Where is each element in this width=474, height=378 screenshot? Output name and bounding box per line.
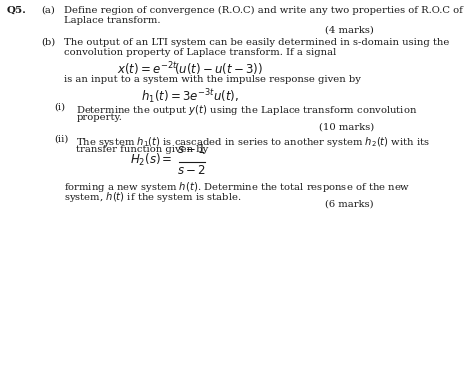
Text: Q5.: Q5. [7,6,26,15]
Text: (i): (i) [55,103,66,112]
Text: forming a new system $h(t)$. Determine the total response of the new: forming a new system $h(t)$. Determine t… [64,180,410,194]
Text: convolution property of Laplace transform. If a signal: convolution property of Laplace transfor… [64,48,337,57]
Text: $H_2(s) =$: $H_2(s) =$ [130,152,173,168]
Text: The output of an LTI system can be easily determined in s-domain using the: The output of an LTI system can be easil… [64,38,450,47]
Text: (b): (b) [42,38,56,47]
Text: $s - 2$: $s - 2$ [177,164,206,177]
Text: (10 marks): (10 marks) [319,123,374,132]
Text: $x(t) = e^{-2t}\!\left(u(t) - u(t-3)\right)$: $x(t) = e^{-2t}\!\left(u(t) - u(t-3)\rig… [117,60,263,77]
Text: (a): (a) [42,6,55,15]
Text: is an input to a system with the impulse response given by: is an input to a system with the impulse… [64,75,361,84]
Text: (6 marks): (6 marks) [326,200,374,209]
Text: Determine the output $y(t)$ using the Laplace transform convolution: Determine the output $y(t)$ using the La… [76,103,418,117]
Text: Define region of convergence (R.O.C) and write any two properties of R.O.C of: Define region of convergence (R.O.C) and… [64,6,463,15]
Text: The system $h_1(t)$ is cascaded in series to another system $h_2(t)$ with its: The system $h_1(t)$ is cascaded in serie… [76,135,430,149]
Text: $h_1(t) = 3e^{-3t}u(t),$: $h_1(t) = 3e^{-3t}u(t),$ [141,87,239,106]
Text: (ii): (ii) [55,135,69,144]
Text: (4 marks): (4 marks) [325,26,374,35]
Text: Laplace transform.: Laplace transform. [64,16,161,25]
Text: property.: property. [76,113,122,122]
Text: transfer function given by: transfer function given by [76,145,209,154]
Text: system, $h(t)$ if the system is stable.: system, $h(t)$ if the system is stable. [64,190,242,204]
Text: $s - 1$: $s - 1$ [177,143,206,156]
